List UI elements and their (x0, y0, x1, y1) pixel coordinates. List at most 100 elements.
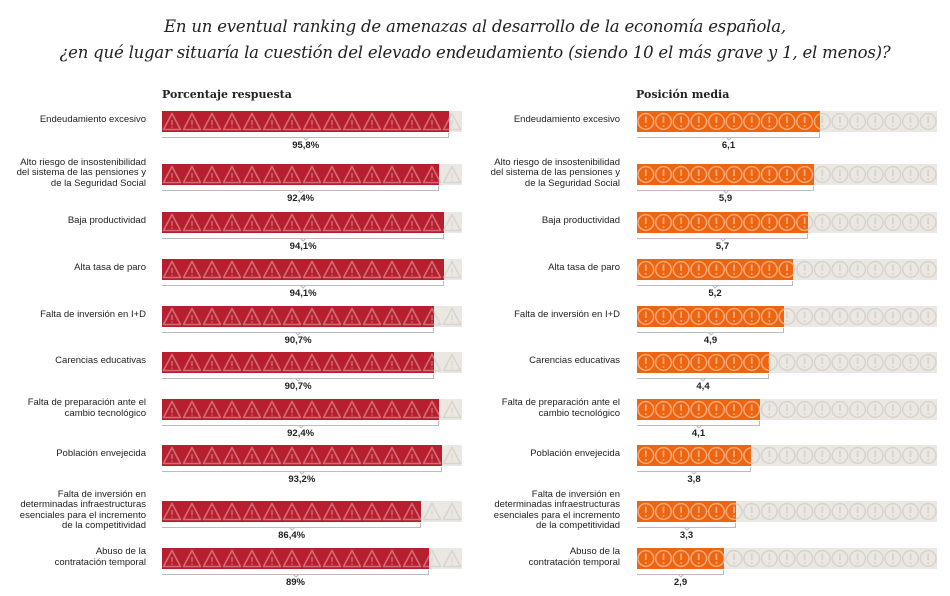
warning-triangle-icon (202, 165, 222, 184)
value-label: 95,8% (292, 140, 320, 151)
warning-triangle-icon (382, 112, 402, 131)
value-bracket (637, 421, 760, 426)
value-bracket (162, 523, 422, 528)
exclamation-circle-icon (849, 213, 867, 232)
value-label: 94,1% (289, 288, 317, 299)
warning-triangle-icon (362, 549, 382, 568)
bar (162, 445, 442, 466)
warning-triangle-icon (402, 353, 422, 372)
exclamation-circle-icon (796, 307, 814, 326)
category-label-line: Endeudamiento excesivo (39, 114, 146, 126)
category-label-line: del sistema de las pensiones y (16, 167, 146, 179)
category-label-line: del sistema de las pensiones y (490, 167, 620, 179)
exclamation-circle-icon (813, 502, 831, 521)
exclamation-circle-icon (884, 260, 902, 279)
warning-triangle-icon (162, 502, 182, 521)
bracket-notch (295, 332, 302, 336)
exclamation-circle-icon (690, 446, 708, 465)
category-label-line: de la competitividad (536, 520, 620, 531)
exclamation-circle-icon (654, 112, 673, 131)
warning-triangle-icon (422, 165, 440, 184)
exclamation-circle-icon (690, 502, 708, 521)
exclamation-circle-icon (866, 502, 884, 521)
warning-triangle-icon (242, 502, 262, 521)
bar (637, 399, 760, 420)
warning-triangle-icon (162, 112, 182, 131)
exclamation-circle-icon (654, 260, 673, 279)
warning-triangle-icon (442, 549, 462, 568)
exclamation-circle-icon (884, 446, 902, 465)
bar-track (637, 164, 937, 185)
exclamation-circle-icon (725, 353, 743, 372)
exclamation-circle-icon (637, 446, 655, 465)
exclamation-circle-icon (637, 307, 655, 326)
category-label: Falta de preparación ante el cambio tecno… (0, 397, 146, 419)
warning-triangle-icon (242, 213, 262, 232)
warning-triangle-icon (302, 165, 322, 184)
warning-triangle-icon (182, 165, 202, 184)
exclamation-circle-icon (919, 446, 937, 465)
warning-triangle-icon (202, 260, 222, 279)
category-label-line: Alta tasa de paro (548, 262, 620, 274)
warning-triangle-icon (302, 307, 322, 326)
warning-triangle-icon (362, 400, 382, 419)
warning-triangle-icon (422, 400, 440, 419)
warning-triangle-icon (442, 307, 462, 326)
warning-triangle-icon (222, 400, 242, 419)
warning-triangle-icon (182, 446, 202, 465)
warning-triangle-icon (402, 307, 422, 326)
bar-track (162, 548, 462, 569)
exclamation-circle-icon (831, 307, 849, 326)
exclamation-circle-icon (654, 307, 673, 326)
category-label-line: contratación temporal (54, 556, 146, 568)
bar-track (637, 399, 937, 420)
warning-triangle-icon (162, 165, 182, 184)
exclamation-circle-icon (796, 502, 814, 521)
bracket-notch (297, 190, 304, 194)
bar (637, 306, 784, 327)
exclamation-circle-icon (796, 446, 814, 465)
exclamation-circle-icon (901, 400, 920, 419)
exclamation-circle-icon (831, 112, 849, 131)
category-label: Alta tasa de paro (0, 263, 146, 274)
warning-triangle-icon (182, 502, 202, 521)
exclamation-circle-icon (760, 400, 778, 419)
category-label-line: Alto riesgo de insostenibilidad (20, 156, 146, 168)
category-label: Abuso de la contratación temporal (470, 546, 620, 568)
exclamation-circle-icon (901, 353, 920, 372)
warning-triangle-icon (302, 549, 322, 568)
warning-triangle-icon (422, 502, 442, 521)
exclamation-circle-icon (654, 213, 673, 232)
category-label-line: Endeudamiento excesivo (513, 114, 620, 126)
warning-triangle-icon (342, 502, 362, 521)
left-panel-title: Porcentaje respuesta (162, 88, 292, 101)
bracket-notch (700, 378, 706, 382)
exclamation-circle-icon (919, 502, 937, 521)
exclamation-circle-icon (672, 502, 690, 521)
category-label: Alto riesgo de insostenibilidad del siste… (0, 156, 146, 190)
category-label: Falta de inversión en I+D (470, 310, 620, 321)
exclamation-circle-icon (778, 213, 796, 232)
warning-triangle-icon (222, 260, 242, 279)
exclamation-circle-icon (778, 446, 796, 465)
warning-triangle-icon (322, 502, 342, 521)
exclamation-circle-icon (901, 307, 920, 326)
exclamation-circle-icon (778, 502, 796, 521)
warning-triangle-icon (322, 165, 342, 184)
value-bracket (637, 234, 808, 239)
exclamation-circle-icon (831, 446, 849, 465)
exclamation-circle-icon (813, 113, 820, 130)
warning-triangle-icon (182, 307, 202, 326)
warning-triangle-icon (202, 446, 222, 465)
bracket-notch (683, 527, 690, 531)
exclamation-circle-icon (725, 446, 743, 465)
exclamation-circle-icon (654, 400, 673, 419)
exclamation-circle-icon (725, 307, 743, 326)
bar (637, 164, 814, 185)
exclamation-circle-icon (849, 307, 867, 326)
exclamation-circle-icon (778, 549, 796, 568)
exclamation-circle-icon (831, 353, 849, 372)
warning-triangle-icon (282, 502, 302, 521)
category-label: Falta de inversión en I+D (0, 310, 146, 321)
exclamation-circle-icon (707, 400, 725, 419)
